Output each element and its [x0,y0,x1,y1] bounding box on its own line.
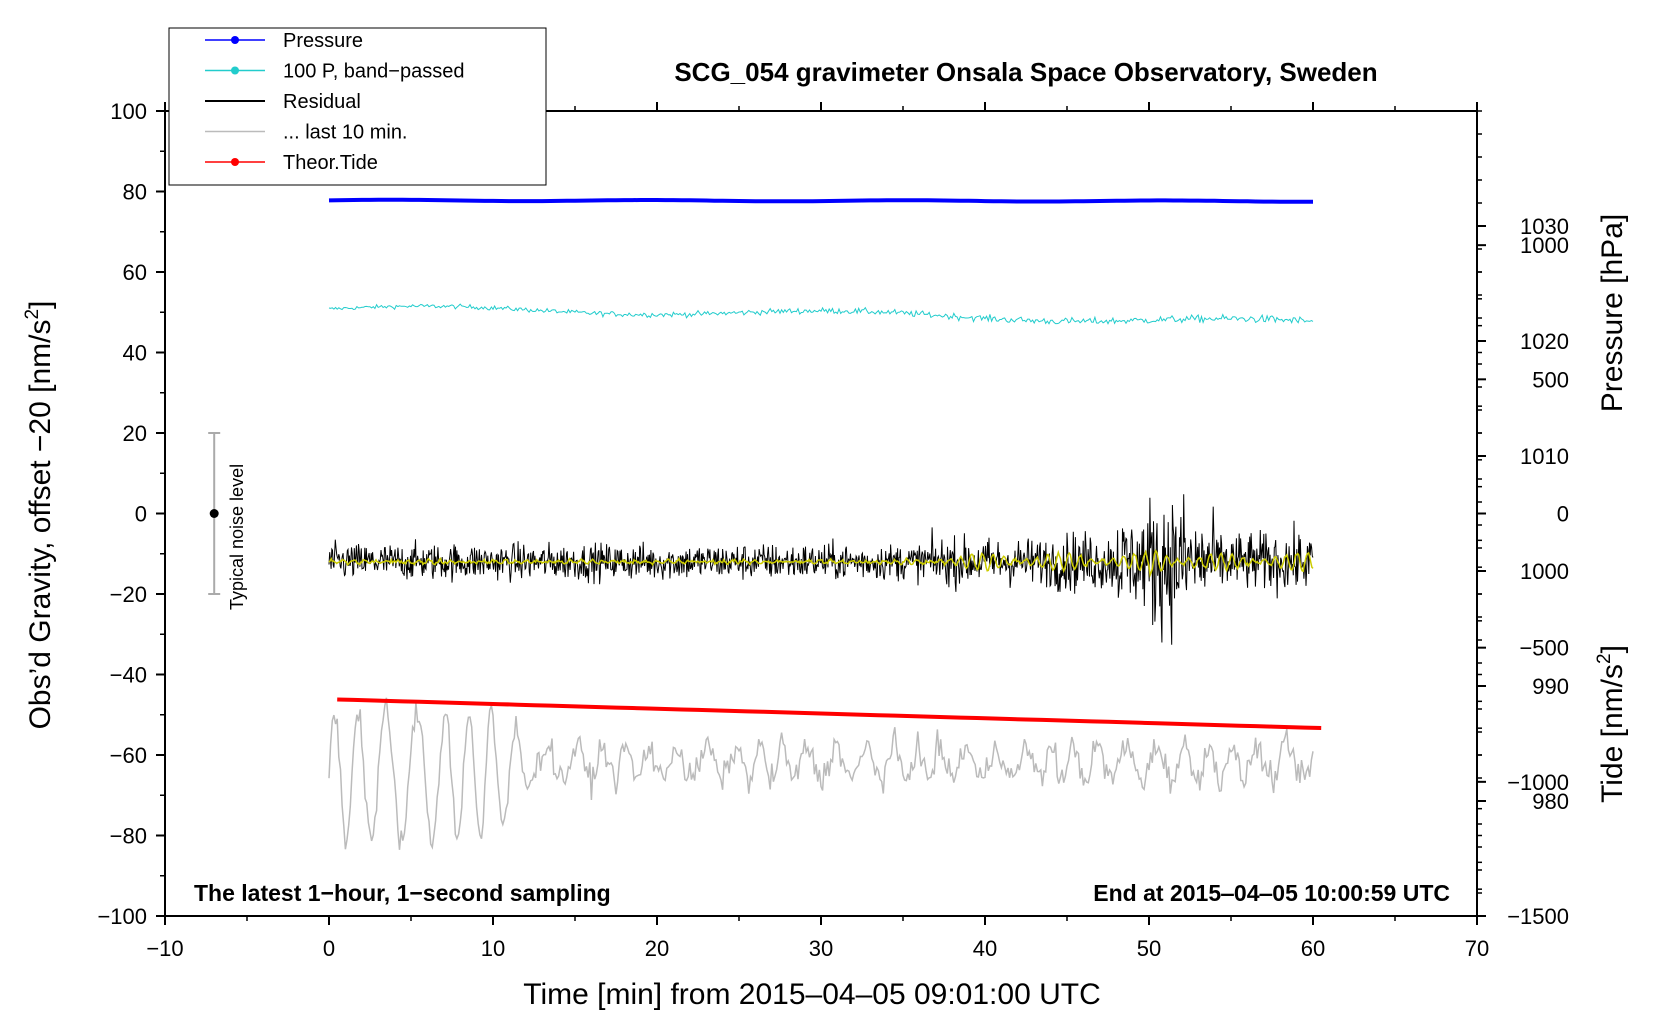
noise-bar [208,432,221,595]
x-tick-label: 70 [1465,936,1489,961]
series-last-10-min [328,697,1314,850]
tide-tick-label: −1000 [1507,770,1569,795]
x-tick-label: −10 [146,936,183,961]
y-tick-label: 80 [123,180,147,205]
y-axis-tide: −1500 −1000 −500 0 500 1000 [1477,233,1569,929]
y-tick-label: 60 [123,260,147,285]
x-tick-label: 60 [1301,936,1325,961]
y-tick-label: −40 [110,663,147,688]
chart-title: SCG_054 gravimeter Onsala Space Observat… [674,57,1377,87]
y-tick-label: −20 [110,582,147,607]
y-axis-pressure-title: Pressure [hPa] [1596,214,1629,412]
legend-label: 100 P, band−passed [283,61,464,83]
tide-tick-label: 500 [1532,367,1569,392]
legend-box [168,27,547,186]
tide-tick-label: 0 [1557,502,1569,527]
pressure-tick-label: 1010 [1520,444,1569,469]
y-axis-left: −100 −80 −60 −40 −20 0 20 40 60 80 100 [97,99,165,929]
y-tick-label: 20 [123,421,147,446]
y-tick-label: 40 [123,341,147,366]
x-tick-label: 20 [645,936,669,961]
legend-swatch-marker [231,66,239,75]
x-axis: −10 0 10 20 30 40 50 60 70 [146,102,1489,961]
tide-tick-label: −500 [1519,636,1569,661]
y-tick-label: 0 [135,502,147,527]
x-tick-label: 0 [323,936,335,961]
x-tick-label: 30 [809,936,833,961]
series-residual-smoothed [328,549,1314,579]
pressure-tick-label: 990 [1532,674,1569,699]
y-tick-label: 100 [110,99,147,124]
x-tick-label: 10 [481,936,505,961]
series-residual [328,494,1314,645]
y-tick-label: −80 [110,824,147,849]
y-axis-left-title: Obs’d Gravity, offset −20 [nm/s2] [22,301,57,730]
legend-label: Theor.Tide [283,152,378,174]
note-left: The latest 1−hour, 1−second sampling [194,880,611,906]
data-layer [328,197,1322,850]
note-right: End at 2015‒04‒05 10:00:59 UTC [1093,880,1450,906]
series-pressure [328,197,1313,204]
series-theor-tide [337,697,1322,730]
legend-label: Residual [283,91,361,113]
legend-label: Pressure [283,30,363,52]
pressure-tick-label: 1000 [1520,559,1569,584]
pressure-tick-label: 1030 [1520,214,1569,239]
y-axis-pressure: 980 990 1000 1010 1020 1030 [1477,110,1569,917]
pressure-tick-label: 1020 [1520,329,1569,354]
x-tick-label: 50 [1137,936,1161,961]
series-band-passed [328,303,1314,325]
y-tick-label: −100 [97,904,147,929]
noise-bar-dot [209,509,219,518]
y-axis-tide-title: Tide [nm/s2] [1594,645,1629,803]
legend: Pressure 100 P, band−passed Residual ... la… [168,27,547,186]
x-axis-title: Time [min] from 2015‒04‒05 09:01:00 UTC [523,978,1101,1011]
y-tick-label: −60 [110,743,147,768]
noise-label: Typical noise level [227,464,247,610]
legend-swatch-marker [231,36,239,44]
legend-label: ... last 10 min. [283,122,408,144]
tide-tick-label: 1000 [1520,233,1569,258]
tide-tick-label: −1500 [1507,904,1569,929]
pressure-tick-label: 980 [1532,789,1569,814]
legend-swatch-marker [231,158,239,166]
x-tick-label: 40 [973,936,997,961]
